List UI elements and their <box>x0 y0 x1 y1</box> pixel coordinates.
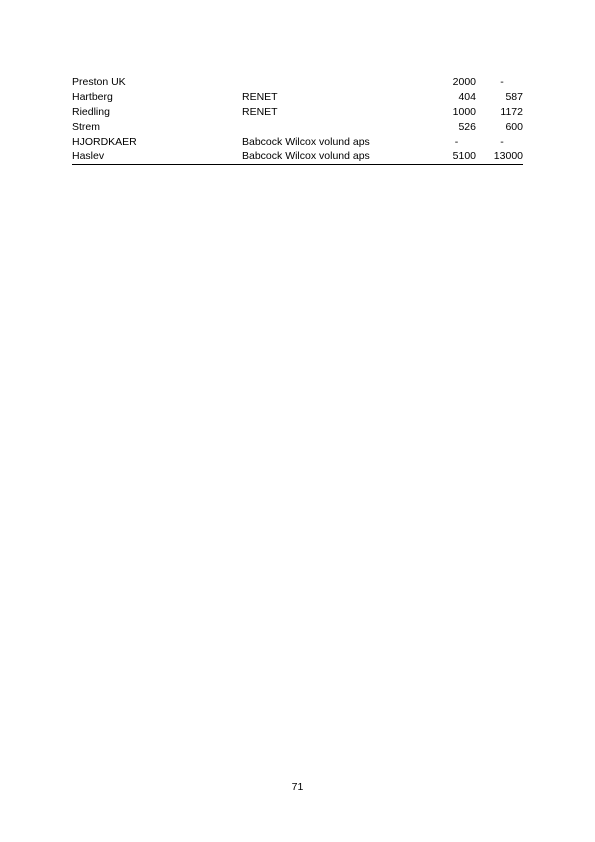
cell-name: Riedling <box>72 104 242 119</box>
cell-value-2: 600 <box>481 119 523 134</box>
cell-value-2: 13000 <box>481 149 523 164</box>
cell-name: Haslev <box>72 149 242 164</box>
page-content: Preston UK2000-HartbergRENET404587Riedli… <box>0 0 595 165</box>
cell-company: Babcock Wilcox volund aps <box>242 149 437 164</box>
cell-name: Strem <box>72 119 242 134</box>
cell-value-2: - <box>481 74 523 89</box>
cell-value-1: 2000 <box>437 74 481 89</box>
table-row: HartbergRENET404587 <box>72 89 523 104</box>
cell-value-1: 526 <box>437 119 481 134</box>
cell-value-2: 1172 <box>481 104 523 119</box>
cell-company: RENET <box>242 104 437 119</box>
table-row: HJORDKAERBabcock Wilcox volund aps-- <box>72 134 523 149</box>
cell-value-2: - <box>481 134 523 149</box>
cell-company <box>242 74 437 89</box>
table-row: Preston UK 2000- <box>72 74 523 89</box>
table-row: HaslevBabcock Wilcox volund aps510013000 <box>72 149 523 164</box>
cell-value-1: 1000 <box>437 104 481 119</box>
cell-company: RENET <box>242 89 437 104</box>
table-row: RiedlingRENET10001172 <box>72 104 523 119</box>
page-number: 71 <box>0 781 595 793</box>
cell-value-1: 5100 <box>437 149 481 164</box>
cell-value-1: 404 <box>437 89 481 104</box>
cell-name: Preston UK <box>72 74 242 89</box>
cell-company: Babcock Wilcox volund aps <box>242 134 437 149</box>
cell-name: HJORDKAER <box>72 134 242 149</box>
cell-name: Hartberg <box>72 89 242 104</box>
table-body: Preston UK2000-HartbergRENET404587Riedli… <box>72 74 523 164</box>
cell-value-1: - <box>437 134 481 149</box>
cell-company <box>242 119 437 134</box>
table-row: Strem 526600 <box>72 119 523 134</box>
data-table: Preston UK2000-HartbergRENET404587Riedli… <box>72 74 523 165</box>
cell-value-2: 587 <box>481 89 523 104</box>
